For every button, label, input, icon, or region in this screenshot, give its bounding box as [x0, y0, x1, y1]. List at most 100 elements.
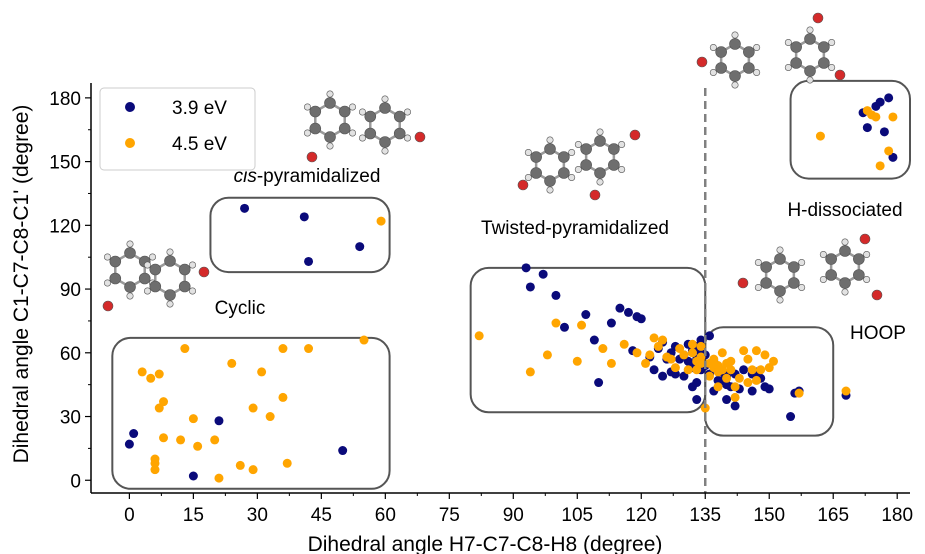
- point-4.5ev: [641, 358, 651, 368]
- region-box-twisted-pyramidalized: [469, 266, 707, 414]
- point-4.5ev: [146, 373, 156, 383]
- molecule-illustrations: [102, 12, 883, 312]
- point-4.5ev: [696, 352, 706, 362]
- molecule-atom: [715, 46, 727, 58]
- molecule-atom: [784, 63, 792, 71]
- molecule-atom: [580, 159, 592, 171]
- molecule-atom: [863, 275, 871, 283]
- point-3.9ev: [705, 331, 715, 341]
- molecule-atom: [798, 283, 806, 291]
- point-4.5ev: [304, 344, 314, 354]
- point-4.5ev: [214, 473, 224, 483]
- point-4.5ev: [751, 346, 761, 356]
- molecule-atom: [404, 108, 412, 116]
- molecule-atom: [834, 69, 846, 81]
- molecule-atom: [574, 165, 582, 173]
- point-4.5ev: [841, 386, 851, 396]
- point-4.5ev: [137, 367, 147, 377]
- molecule-atom: [743, 46, 755, 58]
- molecule-atom: [729, 38, 741, 50]
- molecule-atom: [338, 122, 351, 135]
- point-4.5ev: [769, 356, 778, 366]
- annotation-twisted-pyramidalized: Twisted-pyramidalized: [481, 218, 669, 239]
- point-4.5ev: [670, 363, 680, 373]
- molecule-atom: [166, 248, 174, 256]
- molecule-atom: [379, 136, 391, 148]
- point-3.9ev: [670, 369, 680, 379]
- point-4.5ev: [176, 435, 186, 445]
- point-4.5ev: [248, 465, 258, 475]
- point-3.9ev: [875, 97, 885, 107]
- point-4.5ev: [572, 356, 582, 366]
- molecule-atom: [776, 246, 784, 254]
- point-3.9ev: [786, 412, 796, 422]
- molecule-icon: [517, 128, 641, 201]
- point-4.5ev: [180, 344, 190, 354]
- point-4.5ev: [705, 371, 715, 381]
- point-4.5ev: [687, 348, 697, 358]
- molecule-atom: [825, 253, 837, 265]
- point-4.5ev: [645, 350, 655, 360]
- point-4.5ev: [696, 358, 706, 368]
- legend-label-4.5ev: 4.5 eV: [172, 134, 227, 155]
- point-4.5ev: [743, 354, 753, 364]
- point-4.5ev: [376, 216, 386, 226]
- legend-frame: [99, 87, 256, 171]
- molecule-atom: [109, 272, 122, 285]
- molecule-atom: [303, 103, 311, 111]
- point-4.5ev: [649, 333, 659, 343]
- point-4.5ev: [692, 365, 702, 375]
- molecule-atom: [364, 127, 377, 140]
- molecule-atom: [381, 147, 389, 155]
- molecule-atom: [178, 280, 191, 293]
- molecule-atom: [379, 102, 391, 114]
- x-tick-label: 120: [625, 505, 657, 526]
- molecule-atom: [324, 131, 336, 143]
- molecule-atom: [574, 140, 582, 148]
- point-3.9ev: [559, 322, 569, 332]
- annotation-cis-suffix: -pyramidalized: [257, 166, 381, 187]
- point-4.5ev: [683, 365, 693, 375]
- point-4.5ev: [282, 458, 292, 468]
- region-box-cis-pyramidalized: [209, 196, 391, 274]
- molecule-atom: [818, 57, 830, 69]
- point-4.5ev: [884, 146, 894, 156]
- molecule-atom: [364, 110, 377, 123]
- molecule-atom: [784, 38, 792, 46]
- point-4.5ev: [687, 339, 697, 349]
- molecule-atom: [546, 186, 554, 194]
- molecule-atom: [324, 97, 336, 109]
- molecule-atom: [149, 263, 162, 276]
- annotation-h-dissociated: H-dissociated: [787, 200, 902, 221]
- point-4.5ev: [700, 403, 710, 413]
- molecule-atom: [804, 65, 816, 77]
- point-3.9ev: [692, 378, 702, 388]
- point-4.5ev: [747, 365, 757, 375]
- point-4.5ev: [730, 392, 740, 402]
- molecule-atom: [393, 110, 406, 123]
- point-4.5ev: [150, 454, 160, 464]
- y-tick-label: 90: [60, 280, 81, 301]
- molecule-atom: [124, 247, 136, 259]
- molecule-atom: [124, 281, 136, 293]
- molecule-atom: [404, 134, 412, 142]
- point-3.9ev: [649, 365, 659, 375]
- point-3.9ev: [884, 93, 894, 103]
- molecule-atom: [819, 250, 827, 258]
- molecule-atom: [629, 129, 641, 141]
- molecule-atom: [546, 136, 554, 144]
- molecule-atom: [790, 41, 802, 53]
- molecule-atom: [381, 95, 389, 103]
- molecule-atom: [358, 108, 366, 116]
- point-3.9ev: [623, 307, 633, 317]
- molecule-atom: [189, 261, 197, 269]
- annotation-cis-prefix: cis: [234, 166, 258, 187]
- point-4.5ev: [888, 112, 898, 122]
- molecule-atom: [349, 103, 357, 111]
- molecule-atom: [143, 287, 151, 295]
- molecule-atom: [558, 151, 570, 163]
- point-4.5ev: [235, 460, 245, 470]
- point-4.5ev: [474, 331, 484, 341]
- point-3.9ev: [525, 282, 535, 292]
- point-3.9ev: [594, 378, 604, 388]
